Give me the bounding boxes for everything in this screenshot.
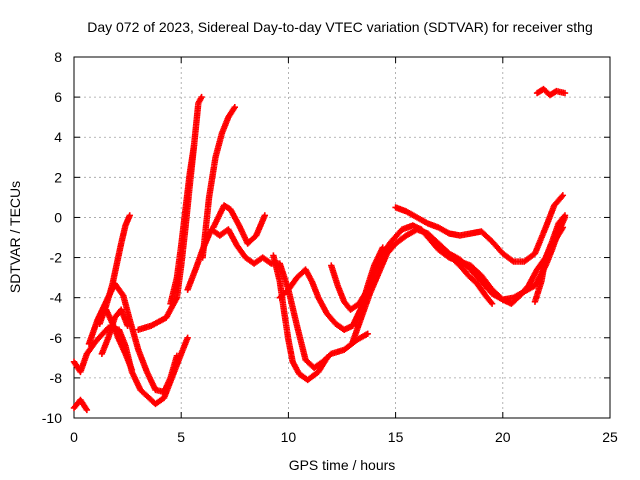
series-arc-r (531, 212, 569, 305)
y-tick-label: 8 (54, 49, 62, 65)
data-point (561, 212, 569, 219)
data-point (198, 93, 205, 101)
data-point (561, 89, 569, 97)
data-point (126, 212, 133, 219)
grid-lines (74, 57, 610, 418)
data-point (190, 142, 198, 149)
series-arc-s (533, 85, 569, 99)
series-arc-q (430, 238, 496, 307)
y-tick-label: -4 (50, 290, 63, 306)
y-tick-label: 2 (54, 169, 62, 185)
x-tick-label: 5 (177, 429, 185, 445)
data-point (184, 334, 191, 341)
data-point (261, 212, 269, 219)
y-tick-label: -8 (50, 370, 63, 386)
series-arc-e (102, 306, 136, 374)
axis-ticks: 0 5 10 15 20 25 -10 -8 -6 -4 -2 0 2 4 6 8 (42, 49, 618, 445)
data-point (364, 330, 371, 337)
data-points (70, 85, 569, 414)
y-axis-label: SDTVAR / TECUs (7, 181, 23, 293)
series-arc-o (349, 214, 569, 345)
data-point (83, 406, 91, 414)
x-tick-label: 20 (495, 429, 511, 445)
data-point (558, 193, 565, 200)
data-point (173, 352, 181, 360)
y-tick-label: 6 (54, 89, 62, 105)
series-arc-l (270, 252, 331, 384)
y-tick-label: -6 (50, 330, 63, 346)
series-arc-d (96, 212, 133, 327)
plot-frame (73, 56, 611, 419)
data-point (128, 366, 136, 374)
y-tick-label: -2 (50, 250, 63, 266)
data-point (488, 300, 496, 307)
x-axis-label: GPS time / hours (289, 457, 396, 473)
chart-title: Day 072 of 2023, Sidereal Day-to-day VTE… (87, 19, 593, 35)
x-tick-label: 10 (281, 429, 297, 445)
series-arc-p (392, 192, 567, 265)
y-tick-label: -10 (42, 410, 62, 426)
series-arc-k (210, 202, 269, 247)
data-point (231, 103, 238, 111)
x-tick-label: 0 (70, 429, 78, 445)
y-tick-label: 4 (54, 129, 62, 145)
series-arc-n (328, 222, 567, 313)
series-arc-j (199, 103, 238, 261)
x-tick-label: 25 (602, 429, 618, 445)
x-tick-label: 15 (388, 429, 404, 445)
data-point (559, 192, 567, 199)
series-arc-h (167, 142, 198, 307)
data-point (124, 322, 131, 329)
series-arc-f (98, 306, 131, 358)
series-arc-b (70, 396, 91, 414)
data-point (323, 354, 331, 362)
y-tick-label: 0 (54, 209, 62, 225)
